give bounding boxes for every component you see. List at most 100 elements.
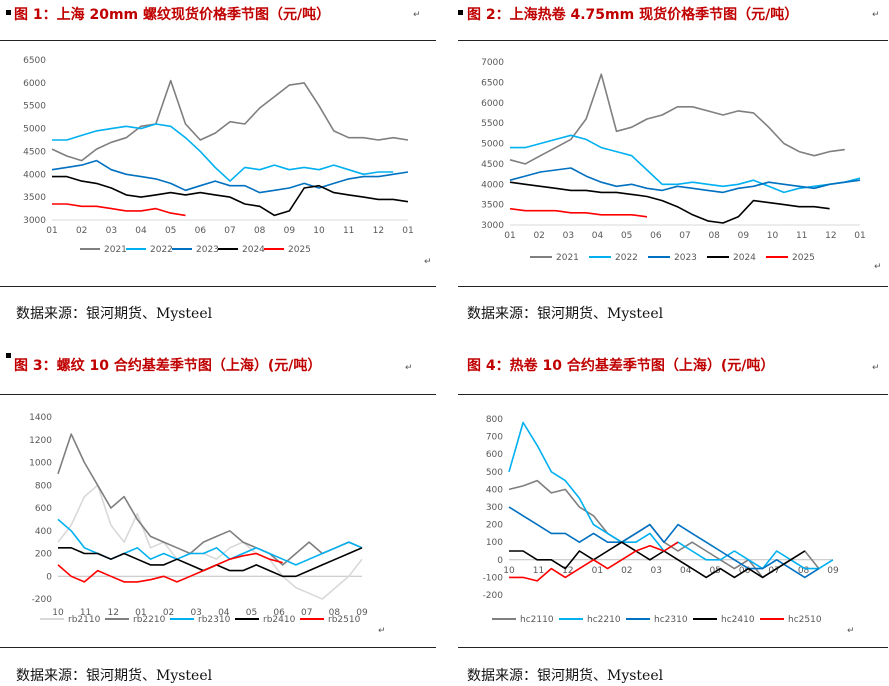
y-tick-label: 1400 — [29, 413, 52, 423]
y-tick-label: -100 — [483, 573, 504, 583]
x-tick-label: 05 — [165, 226, 176, 236]
x-tick-label: 02 — [163, 608, 174, 618]
divider — [458, 40, 888, 41]
y-tick-label: 200 — [35, 550, 52, 560]
x-tick-label: 10 — [52, 608, 64, 618]
x-tick-label: 02 — [621, 566, 632, 576]
series-line-rb2510 — [57, 552, 283, 583]
y-tick-label: 5000 — [23, 125, 46, 135]
legend-label: hc2310 — [654, 615, 688, 625]
series-line-2024 — [509, 181, 830, 224]
divider — [458, 394, 888, 395]
y-tick-label: 5500 — [481, 119, 504, 129]
legend-label: hc2210 — [587, 615, 621, 625]
bullet-square-icon — [6, 10, 11, 15]
legend-label: 2024 — [733, 253, 756, 263]
legend-label: 2023 — [674, 253, 697, 263]
x-tick-label: 04 — [218, 608, 230, 618]
y-tick-label: 4000 — [481, 180, 504, 190]
x-tick-label: 01 — [46, 226, 57, 236]
series-line-hc2410 — [509, 541, 806, 579]
y-tick-label: 3000 — [23, 216, 46, 226]
paragraph-mark-icon: ↵ — [413, 10, 421, 20]
x-tick-label: 10 — [767, 231, 779, 241]
legend-label: hc2110 — [520, 615, 554, 625]
x-tick-label: 11 — [796, 231, 807, 241]
divider — [0, 394, 436, 395]
x-tick-label: 01 — [854, 231, 865, 241]
legend-label: rb2510 — [328, 615, 361, 625]
x-tick-label: 03 — [651, 566, 662, 576]
series-line-rb2310 — [57, 518, 363, 566]
x-tick-label: 12 — [373, 226, 384, 236]
x-tick-label: 09 — [284, 226, 296, 236]
y-tick-label: 4500 — [481, 160, 504, 170]
x-tick-label: 09 — [356, 608, 368, 618]
y-tick-label: 700 — [486, 433, 503, 443]
source-note: 数据来源：银河期货、Mysteel — [16, 306, 213, 322]
y-tick-label: 4000 — [23, 170, 46, 180]
legend-label: 2022 — [150, 245, 173, 255]
legend-label: 2025 — [288, 245, 311, 255]
divider — [0, 647, 436, 648]
x-tick-label: 11 — [80, 608, 91, 618]
chart-plot: 3000 3500 4000 4500 5000 5500 6000 6500 7000 01 02… — [481, 58, 866, 263]
y-tick-label: 600 — [35, 504, 52, 514]
series-line-2025 — [52, 203, 186, 217]
chart-title: 图 4：热卷 10 合约基差季节图（上海）(元/吨） — [467, 358, 775, 374]
series-line-2022 — [52, 123, 394, 182]
x-tick-label: 08 — [254, 226, 266, 236]
y-tick-label: 600 — [486, 450, 503, 460]
x-tick-label: 12 — [825, 231, 836, 241]
x-tick-label: 05 — [246, 608, 257, 618]
source-note: 数据来源：银河期货、Mysteel — [16, 668, 213, 684]
x-tick-label: 01 — [402, 226, 413, 236]
y-tick-label: 800 — [486, 415, 503, 425]
series-line-hc2510 — [509, 541, 679, 582]
series-line-2024 — [52, 175, 409, 217]
chart-plot: -200 0 200 400 600 800 1000 1200 1400 10 11 12 01 02 0… — [29, 413, 368, 625]
legend-label: rb2310 — [198, 615, 231, 625]
chart-title: 图 1：上海 20mm 螺纹现货价格季节图（元/吨） — [14, 7, 331, 23]
legend-label: hc2410 — [721, 615, 755, 625]
legend-label: hc2510 — [788, 615, 822, 625]
y-tick-label: 6000 — [481, 99, 504, 109]
x-tick-label: 12 — [108, 608, 119, 618]
x-tick-label: 05 — [621, 231, 632, 241]
x-tick-label: 01 — [504, 231, 515, 241]
x-tick-label: 04 — [680, 566, 692, 576]
x-tick-label: 03 — [190, 608, 201, 618]
x-tick-label: 03 — [106, 226, 117, 236]
y-tick-label: 6000 — [23, 79, 46, 89]
series-line-2025 — [509, 207, 648, 218]
chart-panel-1: 图 1：上海 20mm 螺纹现货价格季节图（元/吨） ↵ 3000 3500 400… — [0, 0, 436, 343]
series-line-2022 — [510, 134, 861, 194]
source-note: 数据来源：银河期货、Mysteel — [467, 668, 664, 684]
legend-label: rb2210 — [133, 615, 166, 625]
x-tick-label: 06 — [650, 231, 662, 241]
y-tick-label: 800 — [35, 481, 52, 491]
legend-label: 2023 — [196, 245, 219, 255]
x-tick-label: 01 — [592, 566, 603, 576]
x-tick-label: 07 — [679, 231, 690, 241]
x-tick-label: 04 — [135, 226, 147, 236]
series-line-rb2410 — [58, 547, 363, 578]
legend-label: 2021 — [104, 245, 127, 255]
y-tick-label: 3000 — [481, 221, 504, 231]
series-line-2023 — [509, 167, 861, 194]
divider — [0, 40, 436, 41]
chart-title: 图 2：上海热卷 4.75mm 现货价格季节图（元/吨） — [467, 7, 799, 23]
x-tick-label: 08 — [329, 608, 341, 618]
x-tick-label: 10 — [313, 226, 325, 236]
y-tick-label: 6500 — [481, 78, 504, 88]
y-tick-label: 400 — [486, 485, 503, 495]
y-tick-label: -200 — [483, 591, 504, 601]
x-tick-label: 09 — [738, 231, 750, 241]
x-tick-label: 01 — [135, 608, 146, 618]
x-tick-label: 12 — [562, 566, 573, 576]
series-line-2023 — [51, 159, 409, 194]
x-tick-label: 03 — [563, 231, 574, 241]
x-tick-label: 06 — [273, 608, 285, 618]
y-tick-label: 4500 — [23, 147, 46, 157]
y-tick-label: 6500 — [23, 56, 46, 66]
